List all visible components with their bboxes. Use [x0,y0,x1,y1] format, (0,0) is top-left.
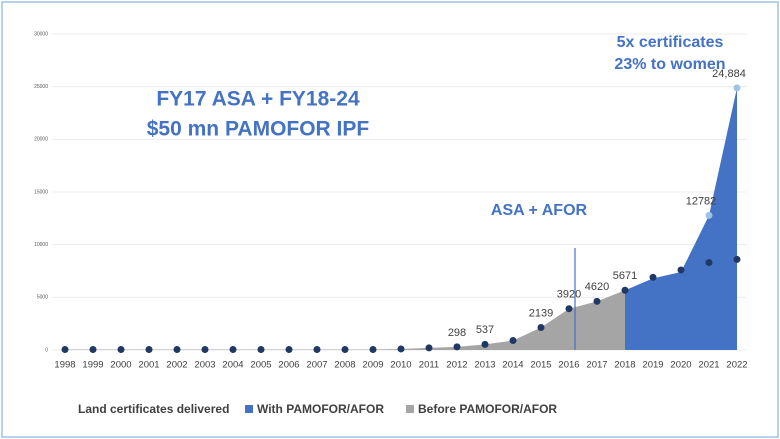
x-tick-label: 2021 [698,360,719,371]
marker [537,323,545,331]
marker [89,345,97,353]
x-tick-label: 2018 [614,360,635,371]
data-label: 5671 [613,270,637,282]
annotation: 23% to women [614,56,725,73]
x-tick-label: 1999 [82,360,103,371]
y-tick-label: 20000 [34,137,48,143]
area [625,87,737,350]
marker [369,345,377,353]
marker [649,273,657,281]
x-tick-label: 2005 [250,360,271,371]
x-tick-label: 2016 [558,360,579,371]
x-tick-label: 2010 [390,360,411,371]
data-label: 537 [476,324,494,336]
marker [397,345,405,353]
x-tick-label: 2012 [446,360,467,371]
x-tick-label: 2011 [419,360,439,371]
y-tick-label: 5000 [37,295,48,301]
marker [173,345,181,353]
x-tick-label: 2006 [278,360,299,371]
x-tick-label: 1998 [54,360,75,371]
data-label: 298 [448,327,466,339]
marker [61,345,69,353]
data-label: 2139 [529,307,553,319]
legend-label: Before PAMOFOR/AFOR [418,402,557,416]
x-tick-label: 2020 [670,360,691,371]
x-tick-label: 2007 [306,360,327,371]
marker [677,266,685,274]
legend-title: Land certificates delivered [78,402,229,416]
x-tick-label: 2002 [166,360,187,371]
x-tick-label: 2019 [642,360,663,371]
x-tick-label: 2022 [726,360,747,371]
marker [341,345,349,353]
x-tick-label: 2003 [194,360,215,371]
marker [117,345,125,353]
marker [229,345,237,353]
data-label: 3920 [557,289,581,301]
marker [593,297,601,305]
annotation: FY17 ASA + FY18-24 [156,88,360,111]
annotation: ASA + AFOR [491,202,588,219]
marker [425,344,433,352]
marker [705,259,713,267]
legend-swatch [405,405,414,413]
y-tick-label: 0 [45,347,48,353]
marker [481,340,489,348]
x-tick-label: 2004 [222,360,243,371]
x-tick-label: 2014 [502,360,523,371]
x-tick-label: 2001 [138,360,159,371]
marker [621,286,629,294]
data-label: 4620 [585,281,609,293]
y-tick-label: 10000 [34,242,48,248]
annotation: 5x certificates [617,34,724,51]
point [705,211,713,219]
marker [201,345,209,353]
marker [285,345,293,353]
marker [453,343,461,351]
x-tick-label: 2017 [586,360,607,371]
area [65,290,625,350]
data-label: 12782 [686,195,717,207]
annotation: $50 mn PAMOFOR IPF [147,118,370,141]
x-tick-label: 2013 [474,360,495,371]
data-label: 24,884 [712,68,746,80]
x-tick-label: 2000 [110,360,131,371]
y-tick-label: 25000 [34,84,48,90]
x-tick-label: 2009 [362,360,383,371]
marker [145,345,153,353]
marker [509,337,517,345]
legend-swatch [245,405,253,413]
point [733,84,741,92]
marker [313,345,321,353]
x-tick-label: 2008 [334,360,355,371]
marker [733,255,741,263]
marker [565,305,573,313]
legend-label: With PAMOFOR/AFOR [257,402,384,416]
y-tick-label: 15000 [34,189,48,195]
marker [257,345,265,353]
y-tick-label: 30000 [34,31,48,37]
x-tick-label: 2015 [530,360,551,371]
